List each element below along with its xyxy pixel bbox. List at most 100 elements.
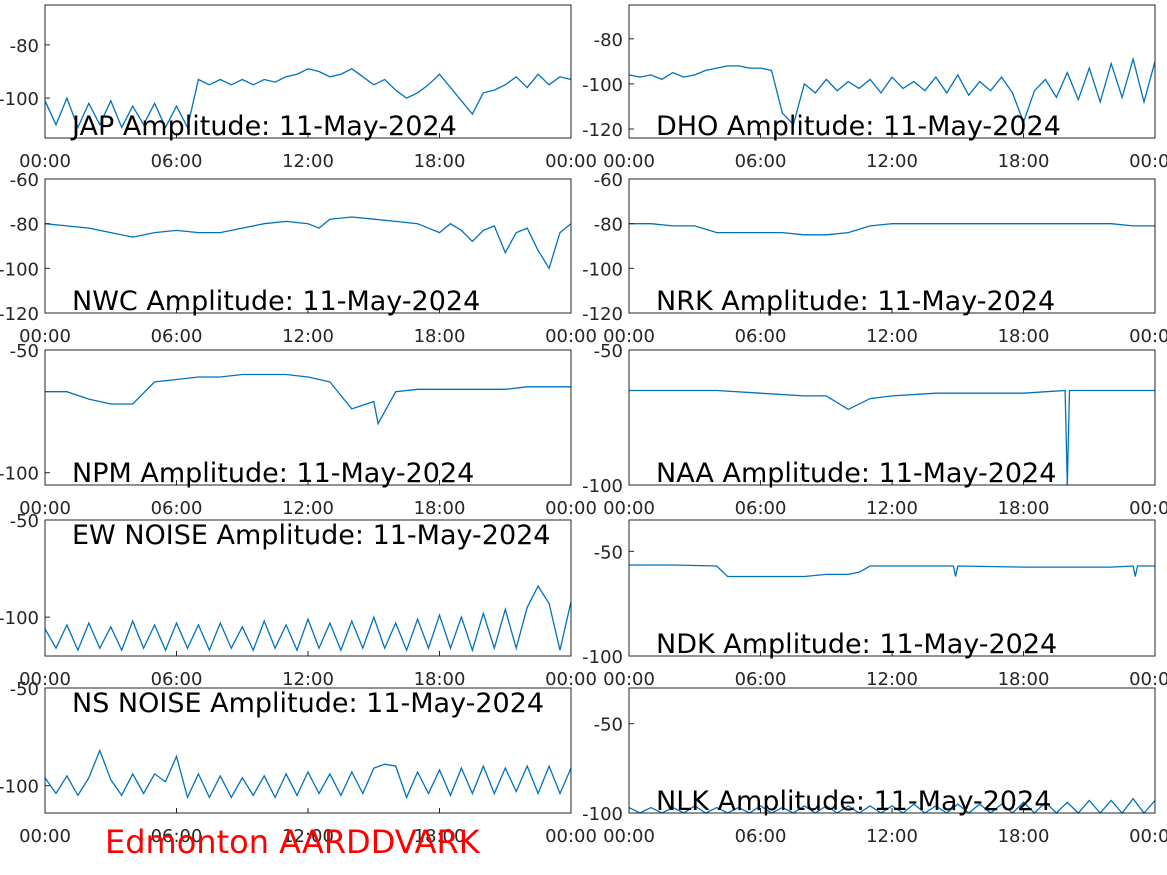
x-tick-label: 06:00 [735,826,787,847]
x-tick-label: 12:00 [866,151,918,172]
x-tick-label: 00:00 [19,669,71,690]
chart-title: NPM Amplitude: 11-May-2024 [72,458,474,489]
x-tick-label: 00:00 [603,326,655,347]
y-tick-label: -50 [10,341,39,362]
y-tick-label: -100 [0,777,39,798]
x-tick-label: 00:00 [603,669,655,690]
x-tick-label: 00:00 [1129,826,1167,847]
data-line [45,373,571,426]
x-tick-label: 18:00 [414,151,466,172]
x-tick-label: 00:00 [603,826,655,847]
x-tick-label: 12:00 [866,826,918,847]
x-tick-label: 06:00 [151,498,203,519]
axes-background [629,179,1155,313]
chart-title: JAP Amplitude: 11-May-2024 [70,111,457,142]
x-tick-label: 00:00 [19,826,71,847]
x-tick-label: 06:00 [735,498,787,519]
y-tick-label: -120 [582,304,623,325]
x-tick-label: 00:00 [545,151,597,172]
data-line [628,56,1156,126]
y-tick-label: -120 [582,120,623,141]
x-tick-label: 06:00 [151,669,203,690]
y-tick-label: -80 [594,215,623,236]
y-tick-label: -120 [0,304,39,325]
x-tick-label: 00:00 [603,151,655,172]
chart-title: NS NOISE Amplitude: 11-May-2024 [72,688,544,719]
x-tick-label: 00:00 [1129,669,1167,690]
x-tick-label: 00:00 [603,498,655,519]
y-tick-label: -100 [0,89,39,110]
y-tick-label: -50 [10,679,39,700]
x-tick-label: 06:00 [735,326,787,347]
y-tick-label: -100 [582,476,623,497]
axes-background [629,688,1155,813]
axes-background [629,520,1155,656]
y-tick-label: -100 [582,75,623,96]
y-tick-label: -60 [10,170,39,191]
data-line [44,584,572,653]
data-line [629,389,1155,486]
x-tick-label: 00:00 [19,326,71,347]
y-tick-label: -100 [582,804,623,825]
x-tick-label: 12:00 [866,498,918,519]
x-tick-label: 18:00 [998,151,1050,172]
y-tick-label: -80 [10,215,39,236]
x-tick-label: 18:00 [998,826,1050,847]
x-tick-label: 12:00 [282,826,334,847]
chart-title: NLK Amplitude: 11-May-2024 [656,786,1051,817]
axes-background [45,179,571,313]
x-tick-label: 18:00 [414,498,466,519]
axes-background [45,350,571,485]
footer: Edmonton AARDDVARK [105,823,481,861]
x-tick-label: 00:00 [1129,498,1167,519]
x-tick-label: 00:00 [19,151,71,172]
x-tick-label: 12:00 [282,498,334,519]
x-tick-label: 00:00 [545,669,597,690]
x-tick-label: 00:00 [1129,326,1167,347]
x-tick-label: 12:00 [282,669,334,690]
x-tick-label: 06:00 [151,826,203,847]
x-tick-label: 06:00 [151,151,203,172]
data-line [629,223,1155,236]
x-tick-label: 12:00 [866,669,918,690]
y-tick-label: -50 [594,341,623,362]
x-tick-label: 18:00 [414,826,466,847]
y-tick-label: -60 [594,170,623,191]
x-tick-label: 18:00 [998,498,1050,519]
chart-title: NAA Amplitude: 11-May-2024 [656,458,1056,489]
x-tick-label: 00:00 [545,498,597,519]
x-tick-label: 18:00 [414,669,466,690]
x-tick-label: 18:00 [998,669,1050,690]
y-tick-label: -80 [594,30,623,51]
y-tick-label: -100 [582,647,623,668]
chart-title: EW NOISE Amplitude: 11-May-2024 [72,520,550,551]
x-tick-label: 00:00 [545,326,597,347]
x-tick-label: 00:00 [1129,151,1167,172]
y-tick-label: -80 [10,36,39,57]
x-tick-label: 06:00 [151,326,203,347]
axes-background [45,5,571,138]
chart-title: NRK Amplitude: 11-May-2024 [656,286,1055,317]
y-tick-label: -100 [0,259,39,280]
data-line [628,797,1156,815]
axes-background [45,520,571,656]
data-line [629,564,1155,578]
axes-background [45,688,571,813]
x-tick-label: 12:00 [282,151,334,172]
x-tick-label: 00:00 [545,826,597,847]
chart-title: NWC Amplitude: 11-May-2024 [72,286,480,317]
y-tick-label: -50 [594,715,623,736]
y-tick-label: -100 [0,464,39,485]
data-line [44,68,572,130]
x-tick-label: 06:00 [735,151,787,172]
data-line [44,216,572,270]
y-tick-label: -50 [10,511,39,532]
data-line [44,748,572,800]
x-tick-label: 18:00 [998,326,1050,347]
chart-title: DHO Amplitude: 11-May-2024 [656,111,1061,142]
x-tick-label: 18:00 [414,326,466,347]
x-tick-label: 12:00 [282,326,334,347]
y-tick-label: -100 [0,608,39,629]
x-tick-label: 00:00 [19,498,71,519]
y-tick-label: -50 [594,542,623,563]
